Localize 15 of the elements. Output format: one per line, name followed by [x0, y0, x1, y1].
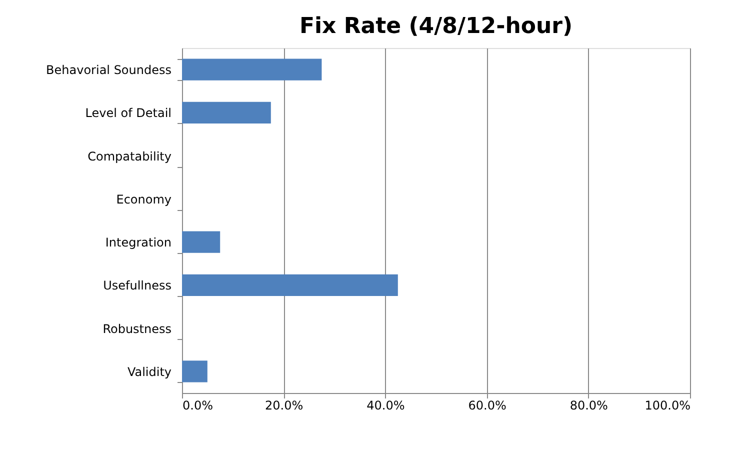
- x-tick-label: 100.0%: [644, 398, 690, 412]
- x-tick-label: 40.0%: [366, 398, 405, 412]
- x-tick-label: 20.0%: [265, 398, 304, 412]
- x-tick-label: 80.0%: [570, 398, 608, 412]
- x-tick-label: 0.0%: [182, 398, 213, 412]
- y-tick-label: Behavorial Soundess: [46, 63, 172, 78]
- y-tick-label: Integration: [105, 236, 172, 250]
- y-tick-label: Robustness: [102, 322, 172, 336]
- x-tick-label: 60.0%: [468, 398, 506, 412]
- y-tick-label: Validity: [127, 364, 172, 379]
- y-tick-label: Compatability: [88, 149, 172, 164]
- chart-title: Fix Rate (4/8/12-hour): [299, 14, 573, 39]
- y-tick-label: Economy: [116, 192, 172, 206]
- y-tick-label: Usefullness: [103, 278, 172, 293]
- y-tick-label: Level of Detail: [85, 106, 172, 120]
